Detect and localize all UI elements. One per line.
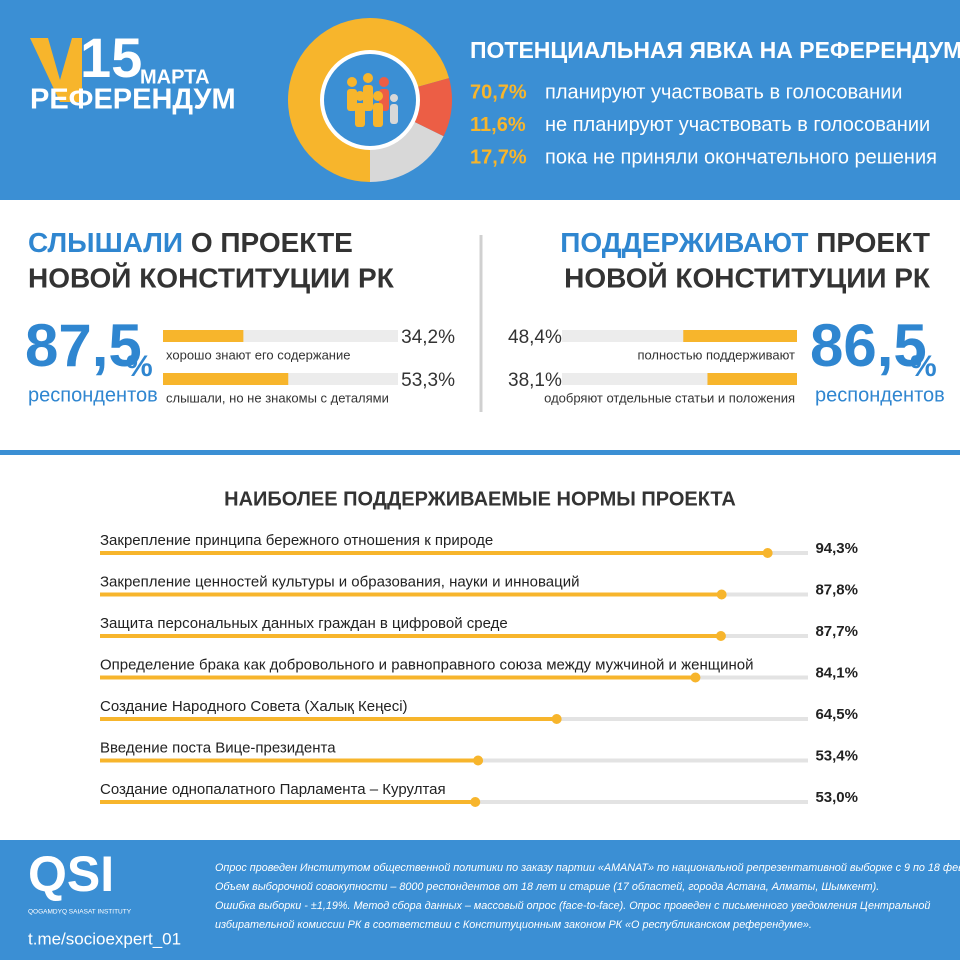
support-title: ПОДДЕРЖИВАЮТ ПРОЕКТ <box>560 227 930 258</box>
support-title-line2: НОВОЙ КОНСТИТУЦИИ РК <box>564 261 931 293</box>
norm-label: Создание однопалатного Парламента – Куру… <box>100 781 446 798</box>
norm-dot <box>551 714 562 724</box>
legend-value: 11,6% <box>470 114 526 136</box>
norm-dot <box>715 631 726 641</box>
norm-value: 94,3% <box>815 540 858 557</box>
support-total: 86,5 <box>810 312 927 379</box>
footer-note: избирательной комиссии РК в соответствии… <box>215 919 812 931</box>
heard-title-rest: О ПРОЕКТЕ <box>191 227 353 258</box>
bar <box>683 330 797 342</box>
footer-band <box>0 840 960 960</box>
header-band <box>0 0 960 200</box>
bar-value: 48,4% <box>508 327 562 348</box>
norm-dot <box>470 797 481 807</box>
norm-label: Защита персональных данных граждан в циф… <box>100 615 508 632</box>
norm-value: 87,8% <box>815 581 858 598</box>
footer-logo: QSI <box>28 846 114 902</box>
legend-value: 70,7% <box>470 81 527 103</box>
legend-label: не планируют участвовать в голосовании <box>545 114 930 136</box>
norm-value: 53,4% <box>815 747 858 764</box>
heard-total: 87,5 <box>25 312 142 379</box>
support-total-unit: % <box>910 350 937 383</box>
bar-value: 34,2% <box>401 327 455 348</box>
footer-note: Ошибка выборки - ±1,19%. Метод сбора дан… <box>215 900 930 912</box>
norm-dot <box>716 589 727 600</box>
norm-value: 53,0% <box>815 789 858 806</box>
logo-month: МАРТА <box>140 66 210 88</box>
footer-note: Объем выборочной совокупности – 8000 рес… <box>215 881 879 893</box>
norm-bar <box>100 758 479 763</box>
bar-label: хорошо знают его содержание <box>166 347 350 362</box>
heard-title-highlight: СЛЫШАЛИ <box>28 227 183 258</box>
norm-dot <box>473 755 484 766</box>
turnout-legend: 70,7% планируют участвовать в голосовании… <box>470 81 937 168</box>
donut <box>287 18 452 183</box>
logo-number: 15 <box>80 26 142 89</box>
legend-value: 17,7% <box>470 146 527 168</box>
norm-bar <box>100 551 768 555</box>
people-icon <box>347 73 398 127</box>
legend-label: планируют участвовать в голосовании <box>545 81 902 103</box>
norm-bar <box>100 717 557 721</box>
norm-dot <box>690 672 701 683</box>
turnout-title: ПОТЕНЦИАЛЬНАЯ ЯВКА НА РЕФЕРЕНДУМ <box>470 37 960 63</box>
footer-logo-subtitle: QOGAMDYQ SAIASAT INSTITUTY <box>28 909 132 916</box>
donut-segment <box>287 18 450 183</box>
norm-bar <box>100 800 476 804</box>
support-title-rest: ПРОЕКТ <box>816 227 930 258</box>
footer-notes: Опрос проведен Институтом общественной п… <box>215 862 960 931</box>
bar <box>163 373 289 385</box>
norm-bar <box>100 675 696 680</box>
footer-note: Опрос проведен Институтом общественной п… <box>215 862 960 874</box>
donut-segment <box>370 121 444 182</box>
section-line <box>0 450 960 455</box>
norms-list: Закрепление принципа бережного отношения… <box>100 532 858 807</box>
support-bars: 48,4% полностью поддерживают 38,1%одобряют… <box>508 327 797 405</box>
norm-label: Создание Народного Совета (Халық Кеңесі) <box>100 698 408 715</box>
footer-link[interactable]: t.me/socioexpert_01 <box>28 929 181 948</box>
norm-bar <box>100 634 721 638</box>
heard-title: СЛЫШАЛИ О ПРОЕКТЕ <box>28 227 353 258</box>
norm-label: Закрепление ценностей культуры и образов… <box>100 573 579 590</box>
norm-label: Определение брака как добровольного и ра… <box>100 656 753 673</box>
heard-respondents: респондентов <box>28 384 158 406</box>
bar-label: одобряют отдельные статьи и положения <box>544 390 795 405</box>
heard-title-line2: НОВОЙ КОНСТИТУЦИИ РК <box>28 261 395 293</box>
legend-label: пока не приняли окончательного решения <box>545 146 937 168</box>
norm-value: 87,7% <box>815 623 858 640</box>
logo-mark <box>30 38 82 102</box>
norm-label: Закрепление принципа бережного отношения… <box>100 532 493 549</box>
donut-segment <box>413 78 452 137</box>
norm-value: 64,5% <box>815 706 858 723</box>
bar-label: слышали, но не знакомы с деталями <box>166 390 389 405</box>
logo-word: РЕФЕРЕНДУМ <box>30 84 236 116</box>
norm-dot <box>762 548 773 558</box>
support-respondents: респондентов <box>815 384 945 406</box>
norm-value: 84,1% <box>815 664 858 681</box>
heard-bars: 34,2% хорошо знают его содержание 53,3% слы… <box>163 327 455 405</box>
bar-label: полностью поддерживают <box>637 347 795 362</box>
heard-total-unit: % <box>126 350 153 383</box>
support-title-highlight: ПОДДЕРЖИВАЮТ <box>560 227 808 258</box>
bar-value: 53,3% <box>401 370 455 391</box>
bar <box>707 373 797 385</box>
norm-bar <box>100 592 722 597</box>
norm-label: Введение поста Вице-президента <box>100 739 336 756</box>
bar <box>163 330 244 342</box>
bar-value: 38,1% <box>508 370 562 391</box>
norms-title: НАИБОЛЕЕ ПОДДЕРЖИВАЕМЫЕ НОРМЫ ПРОЕКТА <box>224 488 736 510</box>
